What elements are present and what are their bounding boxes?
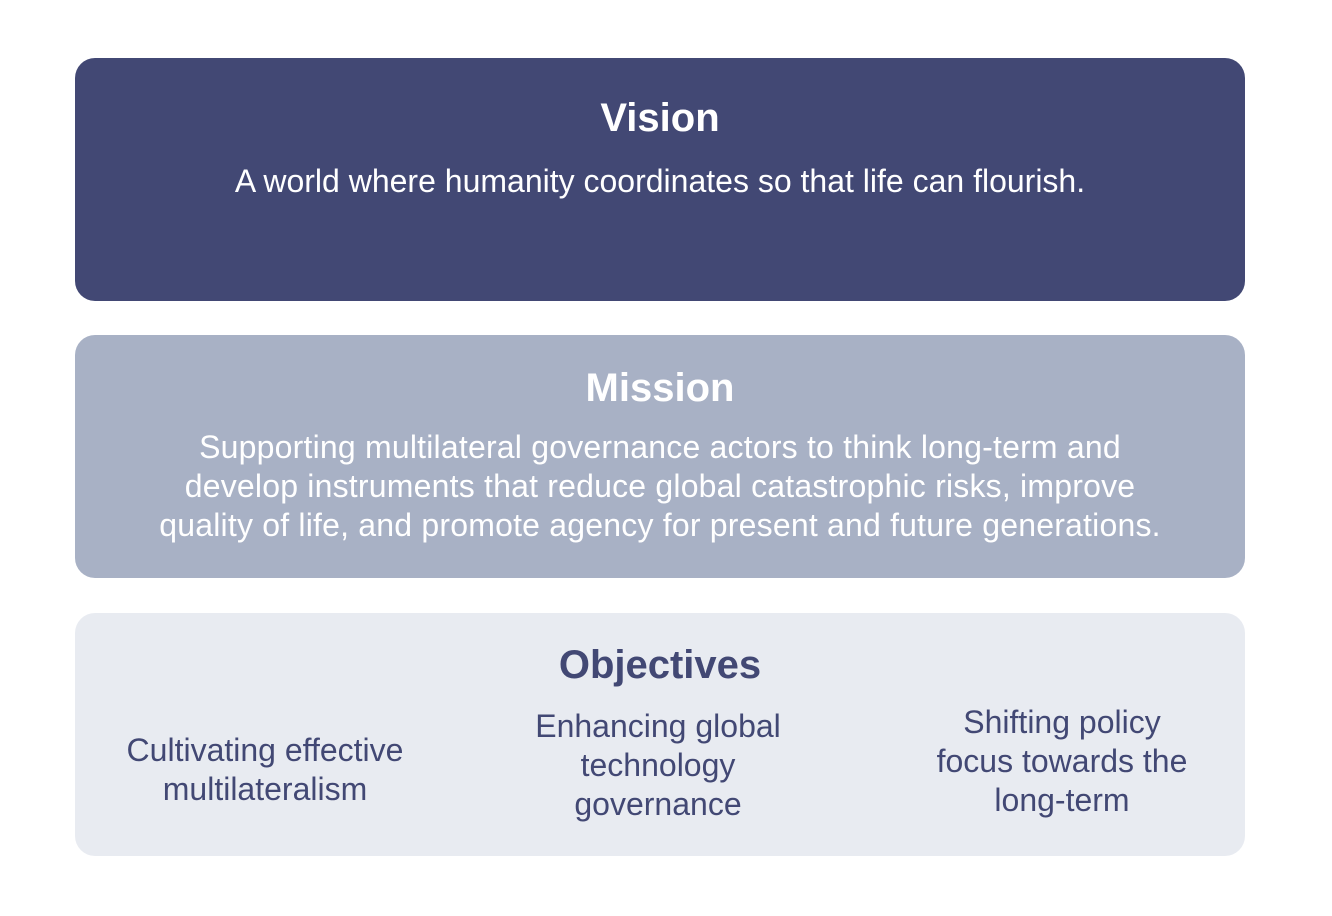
vision-title: Vision	[600, 96, 720, 140]
mission-text: Supporting multilateral governance actor…	[159, 429, 1161, 543]
mission-title: Mission	[585, 366, 735, 410]
objective-item-technology-governance: Enhancing global technology governance	[535, 708, 781, 822]
objective-item-multilateralism: Cultivating effective multilateralism	[126, 732, 404, 807]
objectives-panel: Objectives Cultivating effective multila…	[75, 613, 1245, 856]
mission-panel: Mission Supporting multilateral governan…	[75, 335, 1245, 578]
vision-text: A world where humanity coordinates so th…	[234, 163, 1086, 199]
vision-panel: Vision A world where humanity coordinate…	[75, 58, 1245, 301]
objective-item-long-term-focus: Shifting policy focus towards the long-t…	[936, 704, 1188, 818]
objectives-title: Objectives	[558, 643, 762, 687]
